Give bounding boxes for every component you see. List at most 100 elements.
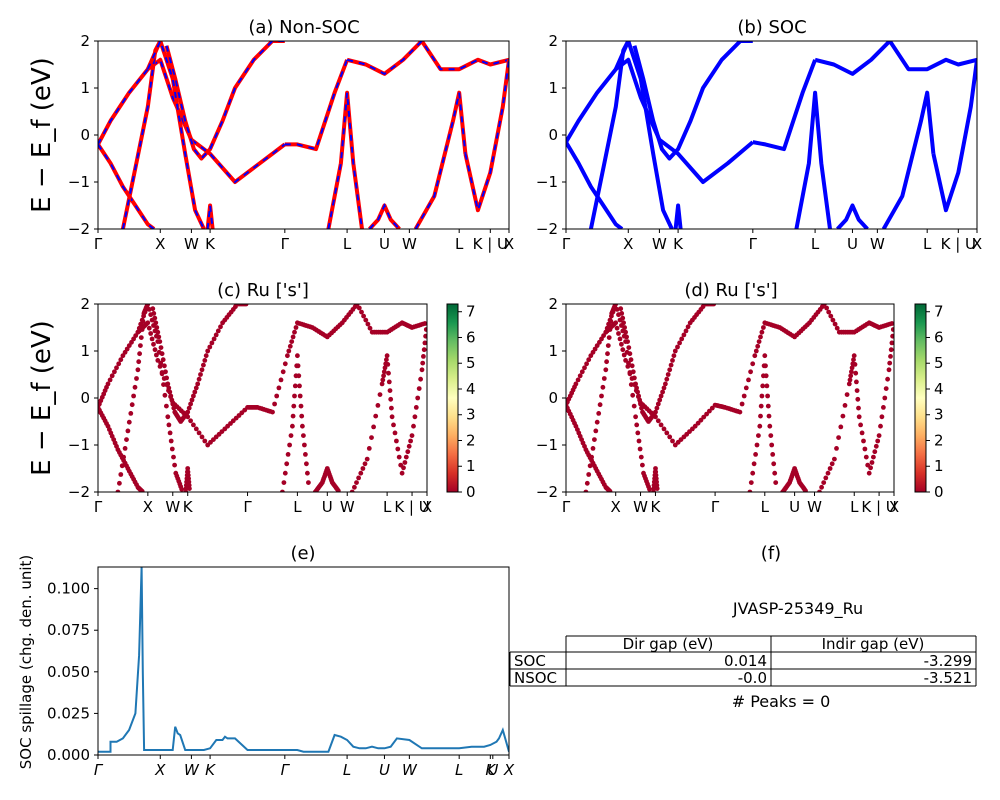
scatter-point (824, 305, 829, 311)
scatter-point (289, 339, 295, 344)
plot-frame (565, 303, 895, 493)
scatter-point (685, 324, 691, 330)
scatter-point (848, 373, 854, 379)
y-tick-label: 0.025 (47, 704, 90, 722)
scatter-point (618, 306, 624, 312)
scatter-point (166, 422, 172, 428)
scatter-point (171, 454, 176, 460)
scatter-point (416, 386, 422, 391)
scatter-point (869, 460, 875, 465)
scatter-point (280, 489, 285, 492)
y-tick-label: 0.000 (47, 746, 90, 764)
scatter-point (423, 327, 427, 332)
scatter-point (772, 470, 778, 476)
table-header-indir-gap: Indir gap (eV) (822, 635, 925, 653)
scatter-point (661, 426, 667, 432)
scatter-point (148, 312, 154, 318)
x-tick-label: K (673, 235, 684, 253)
scatter-point (295, 363, 301, 369)
spillage-line (98, 567, 509, 753)
y-tick-label: 0.100 (47, 580, 90, 598)
ylabel-bottom: SOC spillage (chg. den. unit) (17, 555, 35, 770)
scatter-point (152, 347, 158, 353)
scatter-point (763, 363, 768, 369)
scatter-point (134, 376, 139, 381)
scatter-point (890, 327, 894, 332)
y-tick-label: 2 (80, 295, 90, 313)
x-tick-label: L (455, 235, 464, 253)
scatter-point (667, 434, 673, 440)
scatter-point (107, 377, 113, 383)
scatter-point (406, 443, 412, 449)
band-line (836, 203, 869, 229)
scatter-point (624, 349, 630, 355)
scatter-point (120, 353, 126, 359)
y-tick-label: 0 (548, 126, 558, 144)
scatter-point (594, 419, 600, 425)
scatter-point (584, 361, 589, 367)
scatter-point (274, 393, 280, 399)
scatter-point (396, 454, 402, 460)
scatter-point (754, 442, 760, 448)
y-tick-label: −1 (536, 173, 558, 191)
y-tick-label: 1 (548, 79, 558, 97)
scatter-point (657, 397, 663, 403)
scatter-point (819, 484, 824, 490)
y-tick-label: 0 (548, 389, 558, 407)
scatter-point (882, 395, 888, 401)
table-cell-soc-dir: 0.014 (724, 652, 767, 670)
scatter-point (187, 486, 192, 491)
scatter-point (626, 345, 632, 350)
scatter-point (821, 480, 827, 485)
scatter-point (677, 340, 682, 346)
scatter-point (303, 452, 308, 457)
scatter-point (408, 438, 413, 444)
scatter-point (803, 488, 808, 492)
scatter-point (146, 307, 152, 312)
scatter-point (198, 372, 203, 377)
band-line (346, 41, 509, 76)
band-line (673, 203, 683, 229)
scatter-point (287, 442, 292, 448)
colorbar-tick-label: 7 (466, 303, 476, 321)
scatter-point (868, 465, 873, 471)
x-tick-label: L (850, 498, 859, 516)
scatter-point (633, 381, 638, 387)
scatter-point (136, 359, 142, 365)
scatter-point (105, 381, 111, 387)
colorbar-tick-label: 7 (934, 303, 944, 321)
x-tick-label: U (789, 498, 800, 516)
scatter-point (186, 405, 192, 411)
scatter-point (758, 403, 764, 409)
scatter-group (98, 304, 427, 492)
scatter-point (679, 336, 685, 342)
scatter-point (573, 381, 579, 387)
scatter-point (620, 347, 626, 353)
scatter-point (401, 465, 406, 471)
x-tick-label: W (807, 498, 822, 516)
colorbar-tick-label: 1 (934, 457, 944, 475)
x-tick-label: K (651, 498, 662, 516)
scatter-point (213, 332, 219, 338)
scatter-point (117, 480, 122, 486)
scatter-point (764, 383, 770, 389)
scatter-point (386, 370, 391, 376)
scatter-point (388, 396, 394, 402)
scatter-point (205, 348, 211, 354)
colorbar-tick-label: 0 (934, 483, 944, 501)
scatter-point (295, 353, 300, 359)
scatter-point (405, 449, 411, 455)
scatter-point (631, 403, 637, 409)
spillage-group (98, 567, 509, 753)
scatter-point (135, 367, 141, 373)
scatter-point (854, 379, 859, 385)
colorbar-tick-label: 3 (934, 406, 944, 424)
band-line (588, 41, 631, 229)
x-tick-label: Γ (94, 498, 103, 516)
scatter-point (683, 328, 689, 334)
scatter-point (162, 392, 168, 398)
panel-b-title: (b) SOC (737, 17, 806, 38)
band-line (145, 41, 206, 229)
scatter-point (145, 320, 151, 326)
scatter-point (167, 430, 173, 436)
